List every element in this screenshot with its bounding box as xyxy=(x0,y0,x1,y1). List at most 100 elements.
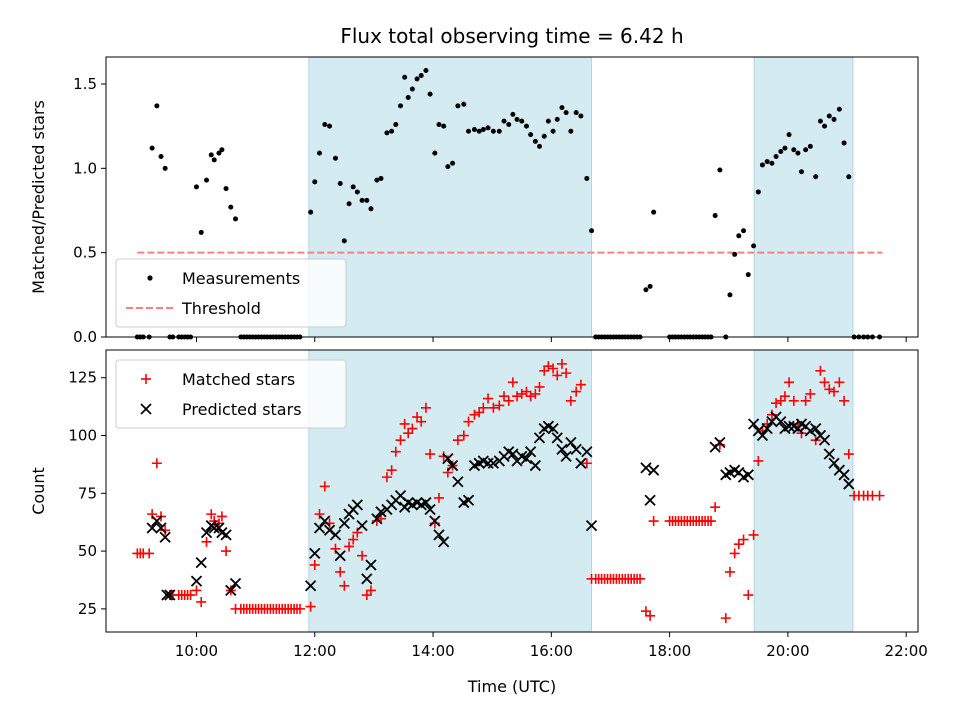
measurement-point xyxy=(510,112,515,117)
measurement-point xyxy=(159,154,164,159)
x-tick-label: 18:00 xyxy=(648,642,691,660)
measurement-point xyxy=(813,174,818,179)
measurement-point xyxy=(415,76,420,81)
measurement-point xyxy=(643,287,648,292)
measurement-point xyxy=(486,125,491,130)
figure: Flux total observing time = 6.42 h 0.00.… xyxy=(0,0,960,720)
measurement-point xyxy=(651,210,656,215)
measurement-point xyxy=(832,117,837,122)
measurement-point xyxy=(842,141,847,146)
bottom-legend: Matched stars Predicted stars xyxy=(116,360,346,428)
measurement-point xyxy=(497,129,502,134)
measurement-point xyxy=(360,198,365,203)
bottom-y-tick-label: 50 xyxy=(78,542,97,560)
measurement-point xyxy=(765,159,770,164)
measurement-point xyxy=(194,184,199,189)
legend-threshold-label: Threshold xyxy=(181,299,261,318)
measurement-point xyxy=(379,176,384,181)
measurement-point xyxy=(564,110,569,115)
top-observing-interval-0 xyxy=(309,57,592,337)
bottom-y-axis-label: Count xyxy=(29,467,48,515)
measurement-point xyxy=(837,107,842,112)
top-legend: Measurements Threshold xyxy=(116,259,346,327)
measurement-point xyxy=(428,92,433,97)
measurement-point xyxy=(746,272,751,277)
measurement-point xyxy=(578,114,583,119)
x-tick-label: 20:00 xyxy=(766,642,809,660)
measurement-point xyxy=(209,152,214,157)
measurement-point xyxy=(519,119,524,124)
measurement-point xyxy=(769,161,774,166)
x-tick-label: 16:00 xyxy=(530,642,573,660)
measurement-point xyxy=(342,238,347,243)
measurement-point xyxy=(398,103,403,108)
measurement-point xyxy=(441,124,446,129)
measurement-point xyxy=(368,206,373,211)
measurement-point xyxy=(419,73,424,78)
measurement-point xyxy=(791,147,796,152)
measurement-point xyxy=(713,213,718,218)
measurement-point xyxy=(423,68,428,73)
measurement-point xyxy=(466,129,471,134)
measurement-point xyxy=(537,144,542,149)
measurement-point xyxy=(732,252,737,257)
measurement-point xyxy=(774,154,779,159)
measurement-point xyxy=(461,102,466,107)
measurement-point xyxy=(233,216,238,221)
x-tick-label: 10:00 xyxy=(175,642,218,660)
measurement-point xyxy=(219,147,224,152)
measurement-point xyxy=(333,156,338,161)
measurement-point xyxy=(751,243,756,248)
measurement-point xyxy=(338,181,343,186)
measurement-point xyxy=(803,147,808,152)
measurement-point xyxy=(782,146,787,151)
top-y-tick-label: 0.0 xyxy=(73,328,97,346)
measurement-point xyxy=(455,103,460,108)
measurement-point xyxy=(308,210,313,215)
measurement-point xyxy=(799,169,804,174)
measurement-point xyxy=(756,189,761,194)
measurement-point xyxy=(445,164,450,169)
measurement-point xyxy=(515,117,520,122)
measurement-point xyxy=(546,119,551,124)
measurement-point xyxy=(163,166,168,171)
measurement-point xyxy=(533,139,538,144)
measurement-point xyxy=(648,284,653,289)
measurement-point xyxy=(432,151,437,156)
measurement-point xyxy=(736,233,741,238)
measurement-point xyxy=(472,127,477,132)
bottom-y-tick-label: 75 xyxy=(78,484,97,502)
x-tick-label: 14:00 xyxy=(411,642,454,660)
measurement-point xyxy=(589,228,594,233)
legend-measurement-marker xyxy=(147,275,152,280)
measurement-point xyxy=(760,162,765,167)
measurement-point xyxy=(502,119,507,124)
measurement-point xyxy=(822,124,827,129)
measurement-point xyxy=(384,130,389,135)
measurement-point xyxy=(317,151,322,156)
legend-predicted-label: Predicted stars xyxy=(182,400,302,419)
measurement-point xyxy=(559,105,564,110)
measurement-point xyxy=(818,119,823,124)
measurement-point xyxy=(436,122,441,127)
measurement-point xyxy=(528,132,533,137)
measurement-point xyxy=(212,157,217,162)
measurement-point xyxy=(568,129,573,134)
measurement-point xyxy=(199,230,204,235)
measurement-point xyxy=(351,184,356,189)
measurement-point xyxy=(506,122,511,127)
measurement-point xyxy=(154,103,159,108)
measurement-point xyxy=(795,151,800,156)
measurement-point xyxy=(450,161,455,166)
measurement-point xyxy=(542,134,547,139)
measurement-point xyxy=(524,124,529,129)
top-shaded-intervals xyxy=(309,57,853,337)
measurement-point xyxy=(406,95,411,100)
measurement-point xyxy=(224,186,229,191)
measurement-point xyxy=(364,198,369,203)
measurement-point xyxy=(204,178,209,183)
x-tick-label: 12:00 xyxy=(293,642,336,660)
top-y-axis-label: Matched/Predicted stars xyxy=(29,100,48,294)
bottom-observing-interval-0 xyxy=(309,350,592,632)
measurement-point xyxy=(555,117,560,122)
